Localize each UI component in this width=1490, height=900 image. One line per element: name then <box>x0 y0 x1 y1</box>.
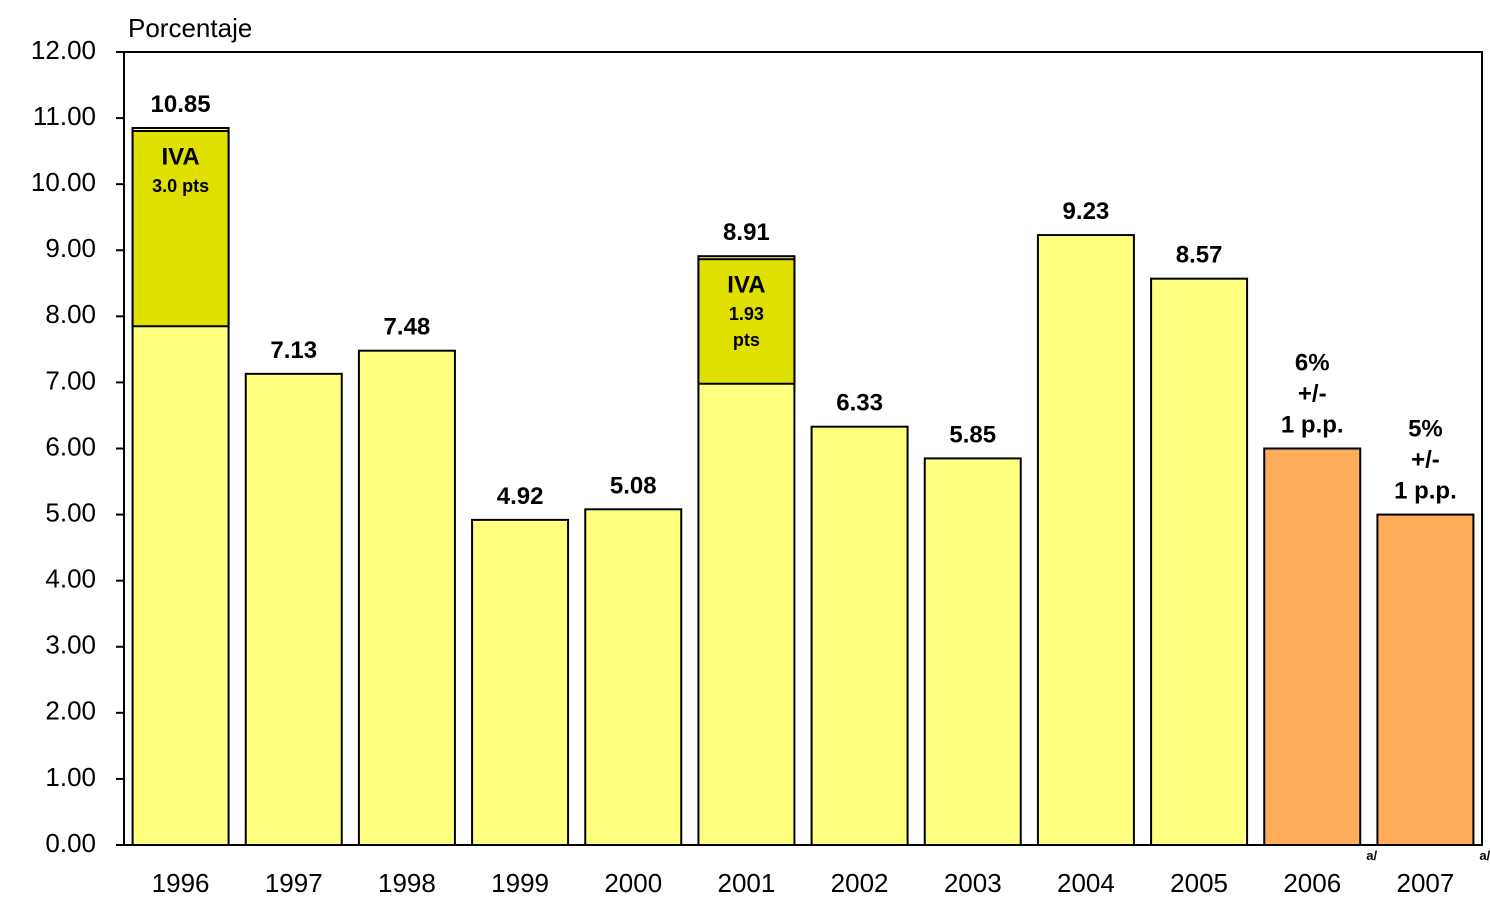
value-label: 8.57 <box>1176 242 1223 269</box>
value-label-line: +/- <box>1298 381 1327 408</box>
y-tick-label: 11.00 <box>33 101 96 131</box>
value-label: 5% +/- 1 p.p. <box>1394 416 1457 505</box>
y-tick-label: 4.00 <box>45 564 96 594</box>
y-tick-label: 10.00 <box>31 167 96 197</box>
value-label-line: 7.48 <box>384 314 431 341</box>
iva-text: 1.93 pts <box>729 304 764 350</box>
bar <box>923 457 1022 846</box>
value-label-line: 7.13 <box>270 337 317 364</box>
y-tick-label: 6.00 <box>45 431 96 461</box>
iva-segment <box>697 258 796 385</box>
value-label-line: 8.91 <box>723 219 770 246</box>
bar <box>1263 447 1362 846</box>
value-label-line: +/- <box>1411 447 1440 474</box>
iva-text-line: pts <box>733 330 760 350</box>
value-label-line: 9.23 <box>1063 198 1110 225</box>
value-label-line: 5.85 <box>949 421 996 448</box>
bar <box>357 349 456 846</box>
value-label-line: 4.92 <box>497 483 544 510</box>
plot-border <box>123 51 1483 846</box>
category-note: a/ <box>1366 848 1377 863</box>
value-label: 7.48 <box>384 314 431 341</box>
value-label: 6% +/- 1 p.p. <box>1281 350 1344 439</box>
bar <box>244 372 343 846</box>
y-tick-label: 0.00 <box>45 828 96 858</box>
y-tick-label: 7.00 <box>45 365 96 395</box>
value-label-line: 8.57 <box>1176 242 1223 269</box>
x-tick-label: 1999 <box>491 868 549 898</box>
value-label-line: 1 p.p. <box>1281 412 1344 439</box>
iva-text-line: 1.93 <box>729 304 764 324</box>
x-tick-label: 1997 <box>265 868 323 898</box>
y-tick-label: 2.00 <box>45 696 96 726</box>
x-tick-label: 2004 <box>1057 868 1115 898</box>
y-tick-label: 8.00 <box>45 299 96 329</box>
bar <box>1036 234 1135 846</box>
value-label-line: 6.33 <box>836 390 883 417</box>
value-label: 5.08 <box>610 472 657 499</box>
y-tick-label: 1.00 <box>45 762 96 792</box>
iva-segment <box>131 129 230 328</box>
value-label-line: 10.85 <box>151 91 211 118</box>
y-axis-label: Porcentaje <box>128 13 252 43</box>
iva-title: IVA <box>727 272 765 299</box>
bar <box>584 508 683 846</box>
x-tick-label: 2002 <box>831 868 889 898</box>
x-tick-label: 1996 <box>152 868 210 898</box>
value-label: 10.85 <box>151 91 211 118</box>
value-label-line: 6% <box>1295 350 1330 377</box>
value-label-line: 5.08 <box>610 472 657 499</box>
bar <box>1376 513 1475 846</box>
value-label: 4.92 <box>497 483 544 510</box>
y-tick-label: 5.00 <box>45 497 96 527</box>
x-tick-label: 2000 <box>604 868 662 898</box>
category-note: a/ <box>1479 848 1490 863</box>
y-tick-label: 12.00 <box>31 35 96 65</box>
x-tick-label: 2005 <box>1170 868 1228 898</box>
y-tick-label: 9.00 <box>45 233 96 263</box>
bar <box>810 425 909 846</box>
x-tick-label: 2006 <box>1283 868 1341 898</box>
value-label-line: 1 p.p. <box>1394 478 1457 505</box>
x-tick-label: 1998 <box>378 868 436 898</box>
value-label: 5.85 <box>949 421 996 448</box>
x-tick-label: 2001 <box>717 868 775 898</box>
y-tick-label: 3.00 <box>45 630 96 660</box>
x-tick-label: 2003 <box>944 868 1002 898</box>
value-label: 7.13 <box>270 337 317 364</box>
iva-title: IVA <box>161 143 199 170</box>
iva-text-line: 3.0 pts <box>152 176 209 196</box>
bar <box>471 518 570 846</box>
x-tick-label: 2007 <box>1396 868 1454 898</box>
value-label: 8.91 <box>723 219 770 246</box>
value-label-line: 5% <box>1408 416 1443 443</box>
iva-text: 3.0 pts <box>152 176 209 196</box>
bar <box>1150 277 1249 846</box>
value-label: 9.23 <box>1063 198 1110 225</box>
value-label: 6.33 <box>836 390 883 417</box>
